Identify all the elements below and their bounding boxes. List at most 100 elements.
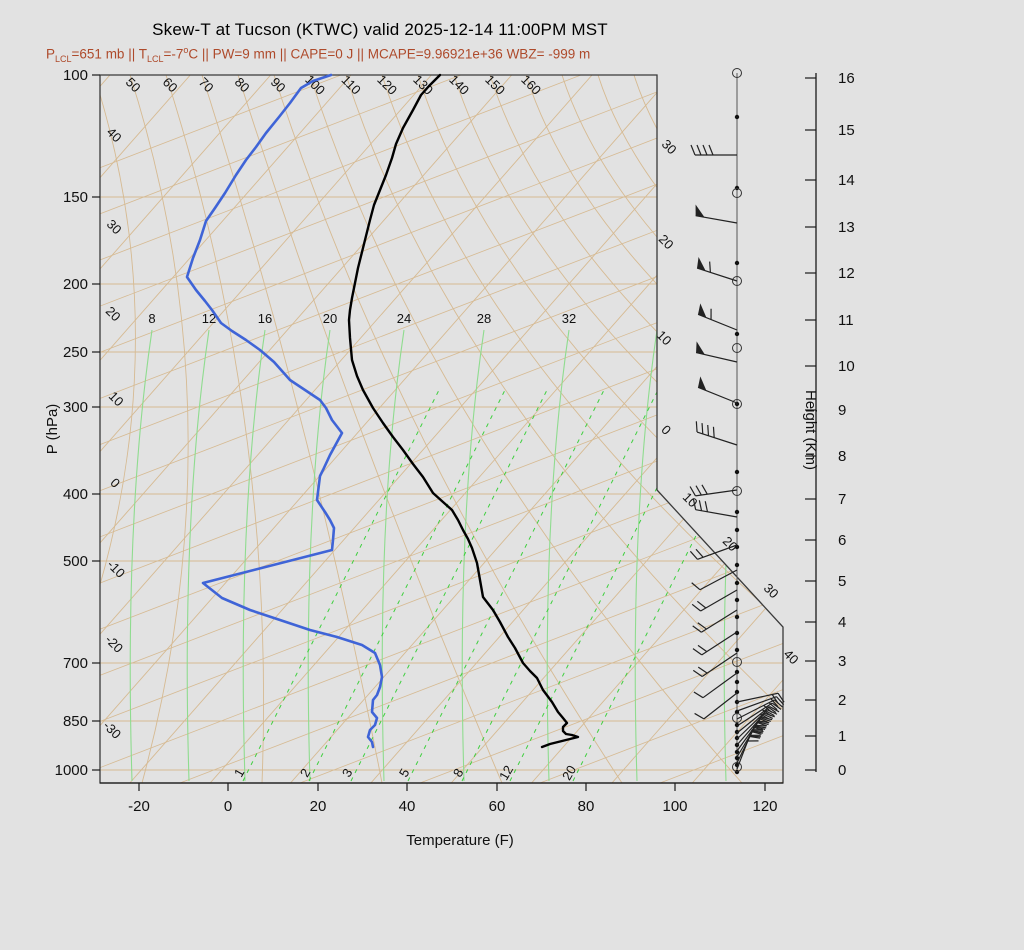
grid-label: 30	[104, 216, 125, 237]
grid-label: 100	[662, 798, 687, 815]
grid-label: -20	[128, 798, 150, 815]
grid-label: 12	[202, 311, 216, 326]
grid-label: 1000	[55, 762, 88, 779]
grid-label: 16	[258, 311, 272, 326]
wind-barb	[694, 692, 738, 720]
pressure-axis-title: P (hPa)	[44, 404, 61, 455]
subtitle-part: =-7	[163, 46, 184, 62]
grid-label: -20	[102, 632, 126, 656]
wind-barb	[695, 421, 738, 446]
subtitle-part: C || PW=9 mm || CAPE=0 J || MCAPE=9.9692…	[188, 46, 591, 62]
grid-label: 14	[838, 172, 855, 189]
grid-label: 120	[374, 72, 400, 98]
background-grid	[100, 75, 783, 783]
wind-barb	[691, 569, 738, 591]
wind-barb	[692, 652, 738, 677]
grid-label: 20	[103, 303, 124, 324]
subtitle-part: P	[46, 46, 56, 62]
grid-label: 20	[656, 231, 677, 252]
grid-label: 90	[268, 74, 289, 95]
grid-label: 60	[489, 798, 506, 815]
grid-label: 3	[339, 766, 356, 780]
grid-label: 11	[838, 312, 854, 329]
grid-label: 850	[63, 713, 88, 730]
grid-label: 500	[63, 553, 88, 570]
wind-barb	[736, 729, 763, 770]
grid-label: 20	[559, 763, 579, 783]
grid-label: 1	[838, 728, 846, 745]
grid-label: -10	[104, 557, 128, 581]
grid-label: 120	[752, 798, 777, 815]
grid-label: 24	[397, 311, 411, 326]
temperature-axis-title: Temperature (F)	[406, 832, 514, 849]
grid-label: 28	[477, 311, 491, 326]
wind-barb	[695, 341, 738, 363]
grid-label: 250	[63, 344, 88, 361]
grid-label: 3	[838, 653, 846, 670]
grid-label: 40	[399, 798, 416, 815]
grid-label: 150	[63, 189, 88, 206]
grid-label: 0	[838, 762, 846, 779]
subtitle-part: LCL	[146, 54, 164, 65]
grid-label: 30	[659, 136, 680, 157]
wind-barb	[736, 696, 785, 712]
grid-label: 8	[838, 448, 846, 465]
wind-barb	[692, 499, 738, 518]
grid-label: 10	[838, 358, 855, 375]
grid-label: 60	[160, 74, 181, 95]
grid-label: 40	[104, 124, 125, 145]
grid-label: 12	[838, 265, 855, 282]
grid-label: 2	[297, 766, 314, 780]
page-title: Skew-T at Tucson (KTWC) valid 2025-12-14…	[152, 20, 608, 39]
parameter-subtitle: PLCL=651 mb || TLCL=-7oC || PW=9 mm || C…	[46, 45, 590, 64]
grid-label: 40	[781, 646, 802, 667]
grid-label: 300	[63, 399, 88, 416]
grid-label: 20	[323, 311, 337, 326]
grid-label: 110	[339, 72, 364, 97]
grid-label: 15	[838, 122, 855, 139]
grid-label: 6	[838, 532, 846, 549]
wind-barb	[697, 303, 738, 331]
wind-barb	[692, 609, 738, 633]
grid-label: 70	[196, 74, 217, 95]
grid-label: 16	[838, 70, 855, 87]
grid-label: 0	[658, 422, 674, 438]
wind-barb	[693, 672, 738, 699]
subtitle-part: =651 mb || T	[71, 46, 147, 62]
grid-label: 10	[106, 388, 127, 409]
grid-label: 80	[578, 798, 595, 815]
wind-barb	[697, 376, 738, 404]
grid-label: 5	[396, 766, 413, 780]
grid-label: 200	[63, 276, 88, 293]
dewpoint-trace	[185, 73, 384, 749]
wind-barb	[696, 256, 738, 282]
grid-label: 400	[63, 486, 88, 503]
grid-label: 5	[838, 573, 846, 590]
grid-label: 700	[63, 655, 88, 672]
grid-label: 2	[838, 692, 846, 709]
wind-barb	[690, 144, 737, 156]
grid-label: 150	[482, 72, 508, 98]
grid-label: 100	[63, 67, 88, 84]
grid-label: 140	[446, 72, 472, 98]
grid-label: 9	[838, 402, 846, 419]
grid-label: 50	[123, 74, 144, 95]
subtitle-part: LCL	[55, 54, 72, 65]
wind-barb-column	[689, 68, 785, 775]
temperature-trace	[347, 73, 580, 749]
wind-barb	[689, 544, 738, 560]
grid-label: 12	[496, 763, 516, 783]
height-axis-title: Height (Km)	[802, 390, 819, 470]
grid-label: 30	[761, 580, 782, 601]
grid-label: 0	[224, 798, 232, 815]
grid-label: 4	[838, 614, 846, 631]
wind-barb	[695, 204, 738, 224]
grid-label: 8	[148, 311, 155, 326]
grid-label: 20	[310, 798, 327, 815]
grid-label: 10	[680, 489, 701, 510]
wind-barb	[692, 631, 738, 656]
grid-label: 13	[838, 219, 855, 236]
